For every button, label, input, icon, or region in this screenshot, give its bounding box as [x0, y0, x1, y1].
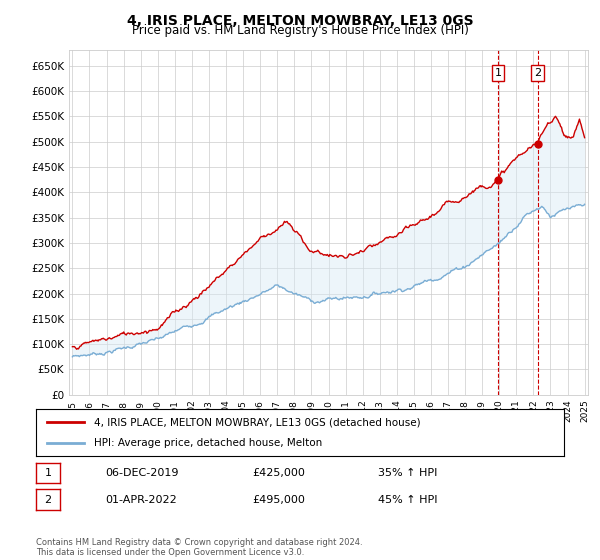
Text: £495,000: £495,000: [252, 494, 305, 505]
Text: Contains HM Land Registry data © Crown copyright and database right 2024.
This d: Contains HM Land Registry data © Crown c…: [36, 538, 362, 557]
Text: 2: 2: [534, 68, 541, 78]
Text: 01-APR-2022: 01-APR-2022: [105, 494, 177, 505]
Text: 35% ↑ HPI: 35% ↑ HPI: [378, 468, 437, 478]
Text: 4, IRIS PLACE, MELTON MOWBRAY, LE13 0GS (detached house): 4, IRIS PLACE, MELTON MOWBRAY, LE13 0GS …: [94, 417, 421, 427]
Text: 1: 1: [44, 468, 52, 478]
Text: 06-DEC-2019: 06-DEC-2019: [105, 468, 179, 478]
Text: 4, IRIS PLACE, MELTON MOWBRAY, LE13 0GS: 4, IRIS PLACE, MELTON MOWBRAY, LE13 0GS: [127, 14, 473, 28]
Text: 1: 1: [494, 68, 502, 78]
Text: 45% ↑ HPI: 45% ↑ HPI: [378, 494, 437, 505]
Text: HPI: Average price, detached house, Melton: HPI: Average price, detached house, Melt…: [94, 438, 322, 448]
Text: £425,000: £425,000: [252, 468, 305, 478]
Text: 2: 2: [44, 494, 52, 505]
Text: Price paid vs. HM Land Registry's House Price Index (HPI): Price paid vs. HM Land Registry's House …: [131, 24, 469, 37]
